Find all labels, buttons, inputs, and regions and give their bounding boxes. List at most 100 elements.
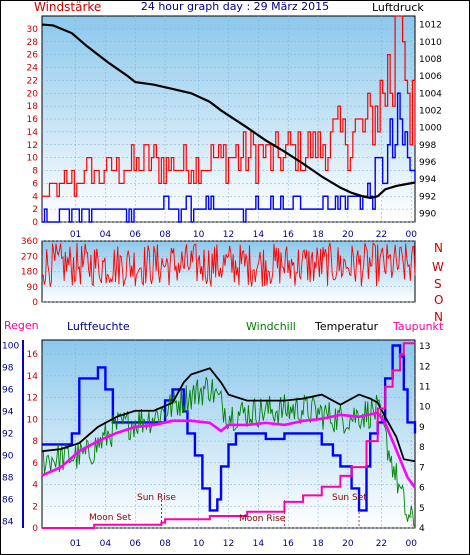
tick-humidity-84: 84 — [2, 517, 14, 527]
tick-hour-04: 04 — [100, 230, 112, 240]
legend-temperatur: Temperatur — [314, 320, 379, 333]
tick-wind-8: 8 — [32, 167, 38, 177]
tick-pressure-990: 990 — [419, 209, 436, 219]
tick-rain-10: 10 — [27, 415, 39, 425]
tick-rain-4: 4 — [32, 481, 38, 491]
tick-direction-90: 90 — [27, 283, 39, 293]
tick-rain-6: 6 — [32, 459, 38, 469]
annotation-sun-set: Sun Set — [332, 493, 367, 503]
tick-temperature-6: 6 — [419, 484, 425, 494]
direction-label-o: O — [434, 293, 443, 307]
tick-wind-28: 28 — [27, 38, 39, 48]
tick-hour-10: 10 — [193, 230, 205, 240]
tick-wind-6: 6 — [32, 179, 38, 189]
tick-hour-temp-22: 22 — [376, 539, 387, 549]
tick-hour-temp-08: 08 — [159, 539, 171, 549]
tick-pressure-996: 996 — [419, 158, 436, 168]
tick-hour-06: 06 — [130, 230, 142, 240]
tick-wind-18: 18 — [27, 102, 39, 112]
series-wind-direction — [41, 242, 416, 287]
header-right-label: Luftdruck — [372, 1, 424, 14]
direction-label-n-top: N — [434, 241, 443, 255]
tick-humidity-94: 94 — [2, 407, 14, 417]
tick-temperature-11: 11 — [419, 382, 430, 392]
tick-temperature-7: 7 — [419, 463, 425, 473]
annotation-moon-rise: Moon Rise — [239, 514, 286, 524]
tick-rain-14: 14 — [27, 372, 39, 382]
tick-pressure-1002: 1002 — [419, 106, 442, 116]
series-wind-speed — [42, 15, 416, 197]
tick-wind-10: 10 — [27, 154, 39, 164]
tick-rain-12: 12 — [27, 394, 38, 404]
tick-pressure-1006: 1006 — [419, 72, 442, 82]
tick-wind-14: 14 — [27, 128, 39, 138]
tick-temperature-9: 9 — [419, 423, 425, 433]
tick-humidity-100: 100 — [2, 341, 19, 351]
header-title: 24 hour graph day : 29 März 2015 — [141, 0, 329, 13]
tick-wind-26: 26 — [27, 51, 39, 61]
tick-wind-4: 4 — [32, 192, 38, 202]
tick-hour-temp-04: 04 — [100, 539, 112, 549]
tick-rain-0: 0 — [32, 524, 38, 534]
header-left-label: Windstärke — [34, 0, 101, 14]
annotation-sun-rise: Sun Rise — [137, 493, 176, 503]
legend-taupunkt: Taupunkt — [392, 320, 444, 333]
tick-rain-16: 16 — [27, 350, 39, 360]
tick-hour-12: 12 — [223, 230, 234, 240]
tick-temperature-5: 5 — [419, 504, 425, 514]
tick-direction-270: 270 — [21, 252, 38, 262]
tick-temperature-13: 13 — [419, 342, 430, 352]
tick-hour-temp-18: 18 — [312, 539, 324, 549]
series-windchill — [41, 377, 416, 528]
legend-regen: Regen — [4, 319, 39, 332]
direction-label-w: W — [432, 260, 444, 274]
tick-humidity-92: 92 — [2, 429, 13, 439]
tick-pressure-994: 994 — [419, 175, 436, 185]
tick-wind-12: 12 — [27, 141, 38, 151]
tick-direction-180: 180 — [21, 268, 38, 278]
series-pressure — [41, 23, 416, 200]
tick-pressure-1000: 1000 — [419, 124, 442, 134]
legend-windchill: Windchill — [246, 320, 296, 333]
tick-humidity-98: 98 — [2, 363, 14, 373]
direction-label-s: S — [434, 277, 442, 291]
tick-hour-08: 08 — [159, 230, 171, 240]
tick-pressure-992: 992 — [419, 192, 436, 202]
tick-pressure-1010: 1010 — [419, 38, 442, 48]
tick-pressure-1004: 1004 — [419, 89, 442, 99]
tick-wind-22: 22 — [27, 76, 38, 86]
temperature-panel: 8486889092949698100024681012141645678910… — [2, 339, 431, 549]
tick-hour-temp-10: 10 — [193, 539, 205, 549]
legend-luftfeuchte: Luftfeuchte — [67, 320, 130, 333]
tick-humidity-88: 88 — [2, 473, 14, 483]
tick-hour-temp-16: 16 — [282, 539, 294, 549]
tick-hour-temp-20: 20 — [342, 539, 354, 549]
tick-hour-temp-14: 14 — [253, 539, 265, 549]
tick-rain-2: 2 — [32, 502, 38, 512]
tick-hour-temp-00: 00 — [406, 539, 418, 549]
tick-hour-temp-06: 06 — [130, 539, 142, 549]
tick-wind-30: 30 — [27, 25, 39, 35]
tick-pressure-1012: 1012 — [419, 21, 442, 31]
tick-direction-0: 0 — [32, 298, 38, 308]
tick-rain-8: 8 — [32, 437, 38, 447]
tick-hour-18: 18 — [312, 230, 324, 240]
tick-hour-16: 16 — [282, 230, 294, 240]
tick-hour-00: 00 — [406, 230, 418, 240]
series-humidity — [42, 344, 417, 512]
tick-humidity-96: 96 — [2, 385, 14, 395]
tick-hour-14: 14 — [253, 230, 265, 240]
tick-hour-01: 01 — [70, 230, 81, 240]
tick-temperature-12: 12 — [419, 362, 430, 372]
tick-temperature-4: 4 — [419, 524, 425, 534]
wind-pressure-panel: 0246810121416182022242628309909929949969… — [27, 15, 442, 240]
annotation-moon-set: Moon Set — [89, 513, 132, 523]
tick-wind-2: 2 — [32, 205, 38, 215]
tick-humidity-90: 90 — [2, 451, 14, 461]
tick-direction-360: 360 — [21, 237, 38, 247]
tick-humidity-86: 86 — [2, 495, 14, 505]
series-temperature — [41, 367, 416, 463]
wind-direction-panel: 0 90 180 270 360 N W S O N — [21, 237, 444, 324]
series-rain — [42, 342, 415, 529]
